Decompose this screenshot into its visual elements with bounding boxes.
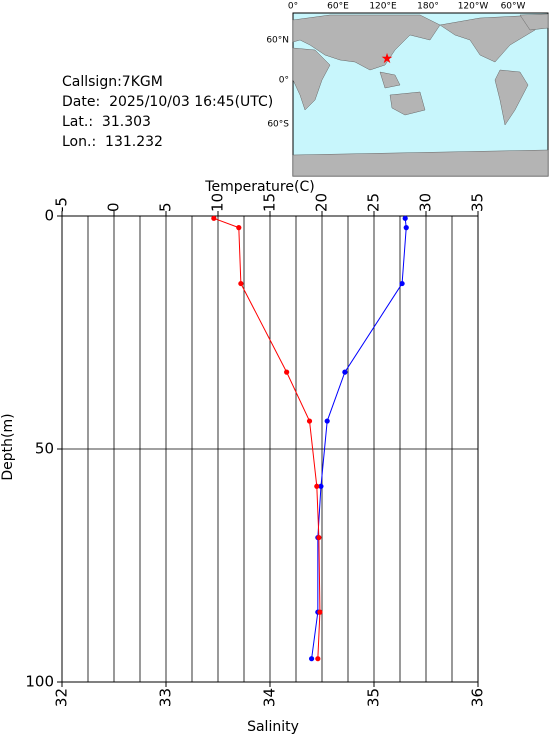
profile-point: [403, 225, 409, 231]
map: ★: [292, 12, 549, 177]
profile-point: [342, 369, 348, 375]
profile-point: [238, 280, 244, 287]
x-tick-label: 32: [53, 688, 71, 707]
x2-tick-label: -5: [53, 197, 71, 212]
x2-tick-label: 0: [105, 202, 123, 212]
x-tick-label: 35: [365, 688, 383, 707]
profile-point: [317, 609, 323, 615]
x-axis-title: Salinity: [247, 719, 299, 735]
profile-point: [314, 483, 320, 489]
profile-point: [318, 483, 324, 489]
info-line: Callsign:7KGM: [62, 74, 163, 90]
x-tick-label: 36: [469, 688, 487, 707]
info-line: Lon.: 131.232: [62, 134, 163, 150]
x-tick-label: 33: [157, 688, 175, 707]
x2-tick-label: 25: [365, 193, 383, 212]
profile-point: [309, 656, 315, 662]
map-lon-label: 60°W: [501, 2, 526, 12]
profile-point: [236, 225, 242, 231]
map-land: [292, 13, 549, 177]
info-line: Lat.: 31.303: [62, 114, 151, 130]
profile-point: [211, 215, 217, 221]
map-lon-label: 180°: [417, 2, 439, 12]
x2-tick-label: 5: [157, 202, 175, 212]
map-lon-label: 0°: [288, 2, 298, 12]
profile-point: [284, 369, 290, 375]
x2-tick-label: 15: [261, 193, 279, 212]
profile-point: [306, 418, 313, 424]
x2-tick-label: 20: [313, 193, 331, 212]
map-lon-label: 120°E: [369, 2, 397, 12]
map-lat-label: 60°S: [267, 120, 289, 130]
x-tick-label: 34: [261, 688, 279, 707]
y-axis-title: Depth(m): [0, 413, 16, 480]
station-marker: ★: [381, 51, 394, 67]
map-lon-label: 60°E: [327, 2, 349, 12]
profile-line: [311, 218, 407, 659]
y-tick-label: 50: [35, 440, 54, 458]
profile-line: [213, 217, 321, 659]
profile-point: [324, 418, 330, 424]
map-lon-label: 120°W: [458, 2, 489, 12]
y-tick-label: 100: [25, 673, 54, 691]
profile-point: [399, 280, 405, 287]
info-line: Date: 2025/10/03 16:45(UTC): [62, 94, 273, 110]
map-lat-label: 60°N: [266, 36, 289, 46]
profile-point: [316, 534, 322, 541]
x2-axis-title: Temperature(C): [204, 179, 314, 195]
x2-tick-label: 35: [469, 193, 487, 212]
x2-tick-label: 10: [209, 193, 227, 212]
map-lat-label: 0°: [279, 76, 289, 86]
profile-point: [315, 656, 321, 662]
x2-tick-label: 30: [417, 193, 435, 212]
profile-point: [402, 215, 408, 221]
y-tick-label: 0: [44, 207, 54, 225]
